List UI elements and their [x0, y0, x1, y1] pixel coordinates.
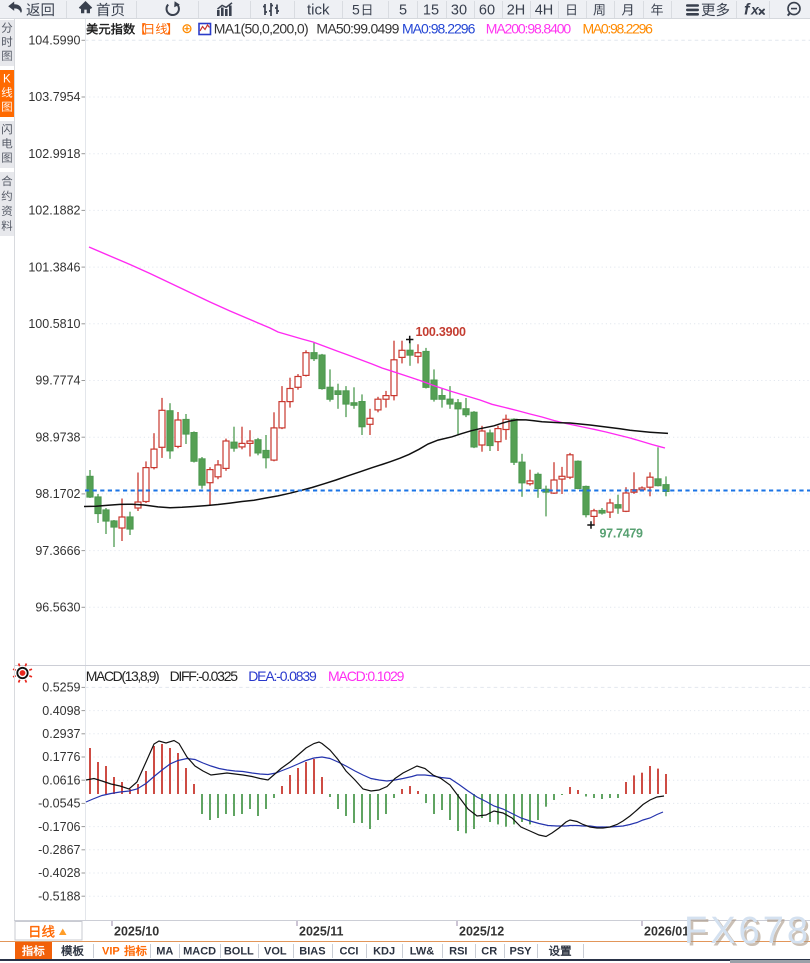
svg-text:2025/10: 2025/10	[114, 925, 159, 939]
svg-text:-0.4028: -0.4028	[38, 866, 80, 880]
svg-text:FX678: FX678	[684, 910, 810, 952]
svg-text:VIP: VIP	[102, 946, 120, 958]
svg-text:MA50:99.0499: MA50:99.0499	[316, 21, 399, 37]
svg-text:-0.1706: -0.1706	[38, 820, 80, 834]
svg-text:-0.0545: -0.0545	[38, 797, 80, 811]
svg-text:BIAS: BIAS	[299, 946, 325, 958]
svg-text:100.5810: 100.5810	[28, 317, 80, 331]
svg-text:MACD: MACD	[183, 946, 216, 958]
svg-text:FX678: FX678	[687, 913, 810, 955]
svg-text:0.4098: 0.4098	[42, 704, 80, 718]
svg-text:104.5990: 104.5990	[28, 34, 80, 48]
svg-text:0.5259: 0.5259	[42, 681, 80, 695]
svg-text:0.2937: 0.2937	[42, 727, 80, 741]
svg-text:2025/11: 2025/11	[299, 925, 344, 939]
svg-text:LW&: LW&	[410, 946, 434, 958]
svg-text:MA200:98.8400: MA200:98.8400	[486, 21, 572, 37]
svg-text:DEA:-0.0839: DEA:-0.0839	[248, 668, 317, 684]
svg-text:-0.2867: -0.2867	[38, 843, 80, 857]
svg-text:K: K	[3, 74, 11, 86]
svg-text:PSY: PSY	[509, 946, 532, 958]
svg-text:101.3846: 101.3846	[28, 260, 80, 274]
svg-text:102.1882: 102.1882	[28, 204, 80, 218]
svg-text:103.7954: 103.7954	[28, 90, 80, 104]
svg-text:5: 5	[399, 3, 407, 19]
svg-text:f: f	[744, 2, 751, 19]
svg-text:0.1776: 0.1776	[42, 750, 80, 764]
svg-text:2H: 2H	[507, 3, 526, 19]
svg-text:97.3666: 97.3666	[35, 544, 80, 558]
svg-text:x: x	[750, 2, 760, 18]
svg-text:96.5630: 96.5630	[35, 601, 80, 615]
svg-text:BOLL: BOLL	[224, 946, 254, 958]
svg-text:-0.5188: -0.5188	[38, 889, 80, 903]
svg-text:102.9918: 102.9918	[28, 147, 80, 161]
svg-text:2025/12: 2025/12	[459, 925, 504, 939]
svg-text:0.0616: 0.0616	[42, 773, 80, 787]
svg-text:MACD:0.1029: MACD:0.1029	[328, 668, 405, 684]
svg-text:CCI: CCI	[340, 946, 359, 958]
svg-text:DIFF:-0.0325: DIFF:-0.0325	[170, 668, 239, 684]
svg-text:97.7479: 97.7479	[600, 527, 644, 541]
svg-text:KDJ: KDJ	[373, 946, 395, 958]
svg-text:CR: CR	[481, 946, 497, 958]
svg-text:MACD(13,8,9): MACD(13,8,9)	[86, 668, 160, 684]
svg-text:99.7774: 99.7774	[35, 374, 80, 388]
svg-text:98.1702: 98.1702	[35, 487, 80, 501]
svg-text:MA: MA	[156, 946, 173, 958]
svg-text:MA0:98.2296: MA0:98.2296	[583, 21, 654, 37]
svg-text:RSI: RSI	[449, 946, 467, 958]
svg-text:60: 60	[479, 3, 495, 19]
svg-text:MA1(50,0,200,0): MA1(50,0,200,0)	[214, 21, 309, 37]
svg-text:VOL: VOL	[264, 946, 287, 958]
svg-text:tick: tick	[307, 2, 330, 19]
svg-text:100.3900: 100.3900	[416, 325, 467, 339]
svg-text:4H: 4H	[535, 3, 554, 19]
svg-text:MA0:98.2296: MA0:98.2296	[402, 21, 476, 37]
svg-text:98.9738: 98.9738	[35, 430, 80, 444]
svg-text:2026/01: 2026/01	[644, 925, 689, 939]
svg-text:15: 15	[423, 3, 439, 19]
svg-text:5: 5	[352, 2, 360, 18]
svg-text:30: 30	[451, 3, 467, 19]
